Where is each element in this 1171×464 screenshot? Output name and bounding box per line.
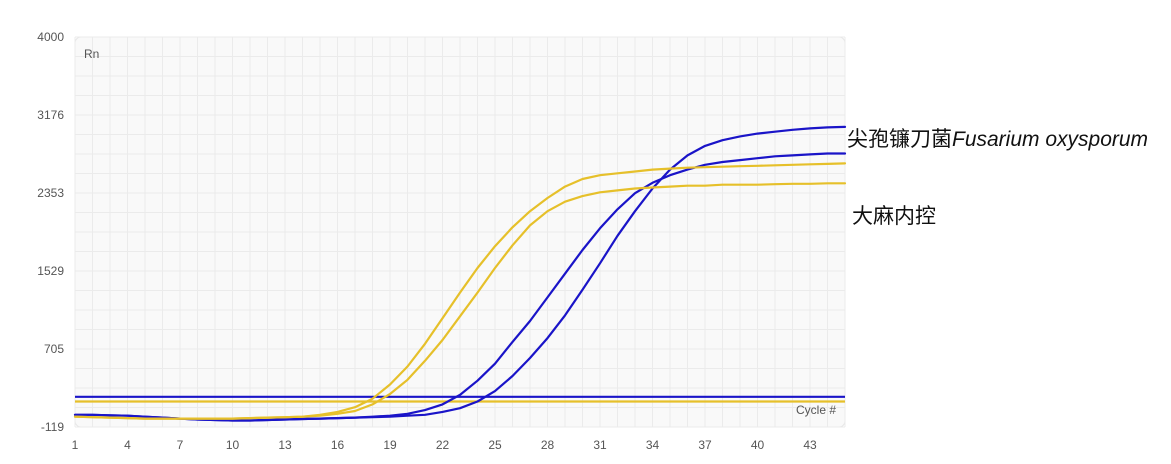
annotation-fusarium-chinese: 尖孢镰刀菌 [847,127,952,151]
threshold-lines [75,395,845,403]
x-tick-label: 40 [751,438,765,452]
x-tick-label: 43 [803,438,817,452]
x-tick-label: 37 [698,438,712,452]
y-tick-label: 2353 [37,186,64,200]
annotation-internal-control-chinese: 大麻内控 [852,204,936,228]
y-tick-label: 705 [44,342,64,356]
x-axis-ticks: 1 4 7 10 13 16 19 22 25 28 31 34 37 40 43 [72,438,817,452]
x-tick-label: 13 [278,438,292,452]
x-tick-label: 22 [436,438,450,452]
y-tick-label: 3176 [37,108,64,122]
y-axis-label: Rn [84,47,99,61]
x-tick-label: 34 [646,438,660,452]
x-tick-label: 25 [488,438,502,452]
x-tick-label: 31 [593,438,607,452]
x-tick-label: 16 [331,438,345,452]
x-tick-label: 19 [383,438,397,452]
x-tick-label: 4 [124,438,131,452]
series-line-yellow-4 [73,162,847,420]
x-axis-label: Cycle # [796,403,836,417]
y-tick-label: 4000 [37,30,64,44]
annotation-internal-control: 大麻内控 [852,200,936,230]
annotation-fusarium: 尖孢镰刀菌Fusarium oxysporum [847,123,1148,153]
y-tick-label: 1529 [37,264,64,278]
x-tick-label: 1 [72,438,79,452]
y-tick-label: -119 [41,420,64,434]
x-tick-label: 10 [226,438,240,452]
grid-lines [74,36,846,428]
x-tick-label: 28 [541,438,555,452]
annotation-fusarium-latin: Fusarium oxysporum [952,128,1149,151]
y-axis-ticks: -119 705 1529 2353 3176 4000 [37,30,64,434]
series-group [73,125,847,422]
x-tick-label: 7 [177,438,184,452]
